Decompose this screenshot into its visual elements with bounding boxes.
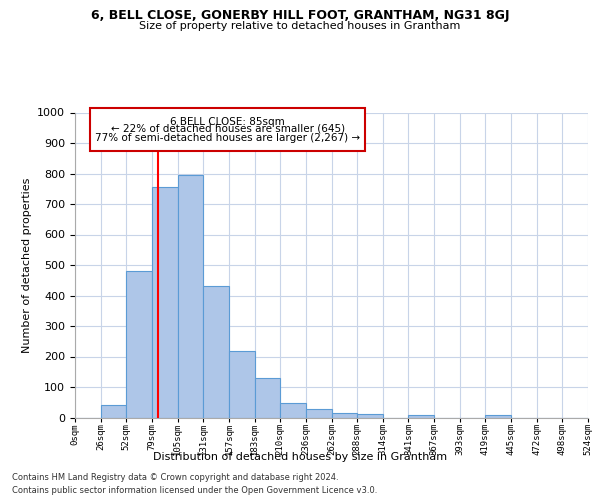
Bar: [357, 414, 383, 418]
Text: 6, BELL CLOSE, GONERBY HILL FOOT, GRANTHAM, NG31 8GJ: 6, BELL CLOSE, GONERBY HILL FOOT, GRANTH…: [91, 9, 509, 22]
Bar: [203, 286, 229, 418]
Bar: [229, 351, 254, 418]
FancyBboxPatch shape: [91, 108, 365, 150]
Bar: [152, 187, 178, 418]
Bar: [409, 415, 434, 418]
Bar: [178, 175, 203, 418]
Text: Contains HM Land Registry data © Crown copyright and database right 2024.: Contains HM Land Registry data © Crown c…: [12, 472, 338, 482]
Text: 77% of semi-detached houses are larger (2,267) →: 77% of semi-detached houses are larger (…: [95, 133, 360, 143]
Text: Contains public sector information licensed under the Open Government Licence v3: Contains public sector information licen…: [12, 486, 377, 495]
Bar: [280, 403, 306, 417]
Bar: [485, 415, 511, 418]
Bar: [306, 409, 331, 418]
Bar: [331, 413, 357, 418]
Y-axis label: Number of detached properties: Number of detached properties: [22, 178, 32, 352]
Text: ← 22% of detached houses are smaller (645): ← 22% of detached houses are smaller (64…: [110, 124, 344, 134]
Text: Size of property relative to detached houses in Grantham: Size of property relative to detached ho…: [139, 21, 461, 31]
Text: Distribution of detached houses by size in Grantham: Distribution of detached houses by size …: [153, 452, 447, 462]
Bar: [101, 404, 127, 417]
Bar: [254, 378, 280, 418]
Bar: [127, 271, 152, 418]
Text: 6 BELL CLOSE: 85sqm: 6 BELL CLOSE: 85sqm: [170, 117, 285, 127]
